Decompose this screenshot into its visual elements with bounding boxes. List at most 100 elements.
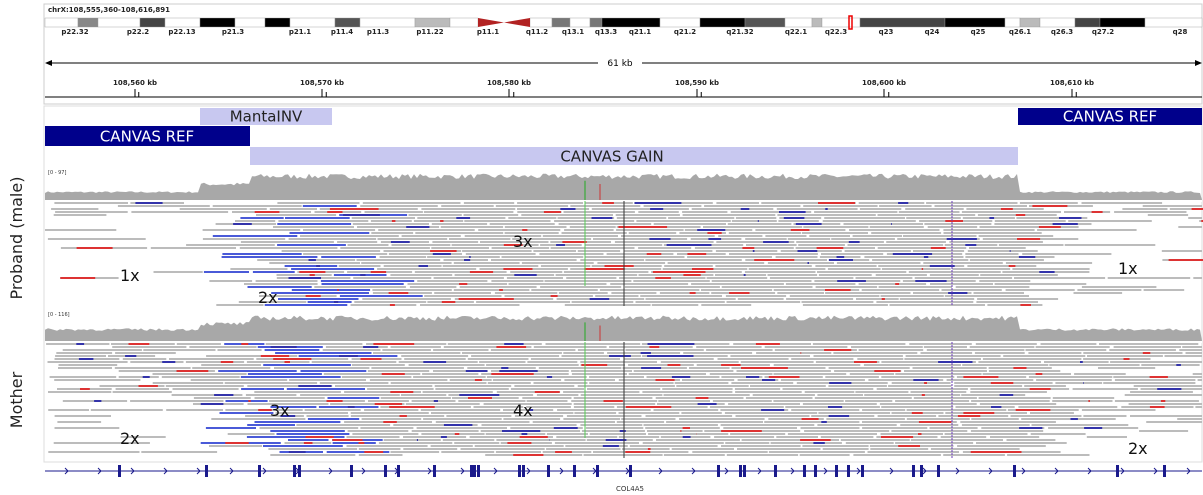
- exon[interactable]: [629, 465, 632, 477]
- track-name: Mother: [7, 371, 26, 428]
- exon[interactable]: [912, 465, 915, 477]
- cytoband-label: q21.2: [674, 28, 696, 36]
- cytoband: [415, 18, 450, 27]
- exon[interactable]: [717, 465, 720, 477]
- feature-label: MantaINV: [230, 108, 303, 126]
- exon[interactable]: [814, 465, 817, 477]
- exon[interactable]: [350, 465, 353, 477]
- data-range: [0 - 116]: [48, 312, 70, 318]
- data-range: [0 - 97]: [48, 170, 66, 176]
- feature-label: CANVAS GAIN: [560, 148, 663, 166]
- exon[interactable]: [518, 465, 521, 477]
- cytoband-label: q22.3: [825, 28, 847, 36]
- exon[interactable]: [433, 465, 436, 477]
- exon[interactable]: [293, 465, 296, 477]
- cytoband-label: p21.3: [222, 28, 244, 36]
- cytoband-label: p22.32: [61, 28, 88, 36]
- cytoband: [98, 18, 140, 27]
- exon[interactable]: [803, 465, 806, 477]
- cytoband: [265, 18, 290, 27]
- exon[interactable]: [1116, 465, 1119, 477]
- ruler-tick-label: 108,560 kb: [113, 79, 157, 87]
- locus: chrX:108,555,360-108,616,891: [48, 6, 170, 14]
- cytoband: [235, 18, 265, 27]
- cytoband: [822, 18, 860, 27]
- copy-number-label: 2x: [258, 288, 278, 307]
- cytoband: [552, 18, 570, 27]
- copy-number-label: 1x: [1118, 259, 1138, 278]
- copy-number-label: 2x: [120, 429, 140, 448]
- exon[interactable]: [473, 465, 476, 477]
- cytoband-label: q26.3: [1051, 28, 1073, 36]
- igv-window: chrX:108,555,360-108,616,891 p22.32 p22.2…: [0, 0, 1203, 495]
- exon[interactable]: [739, 465, 742, 477]
- cytoband-label: p11.4: [331, 28, 353, 36]
- exon[interactable]: [920, 465, 923, 477]
- exon[interactable]: [118, 465, 121, 477]
- cytoband: [602, 18, 660, 27]
- cytoband: [45, 18, 78, 27]
- cytoband: [1005, 18, 1020, 27]
- feature-label: CANVAS REF: [100, 128, 194, 146]
- ruler-tick-label: 108,570 kb: [300, 79, 344, 87]
- cytoband: [360, 18, 415, 27]
- copy-number-label: 1x: [120, 266, 140, 285]
- exon[interactable]: [1013, 465, 1016, 477]
- cytoband: [1100, 18, 1145, 27]
- gene-name: COL4A5: [616, 485, 644, 493]
- exon[interactable]: [547, 465, 550, 477]
- cytoband-label: q26.1: [1009, 28, 1031, 36]
- cytoband: [450, 18, 478, 27]
- cytoband: [1020, 18, 1040, 27]
- exon[interactable]: [937, 465, 940, 477]
- exon[interactable]: [596, 465, 599, 477]
- exon[interactable]: [470, 465, 473, 477]
- copy-number-label: 3x: [270, 401, 290, 420]
- exon[interactable]: [774, 465, 777, 477]
- exon[interactable]: [861, 465, 864, 477]
- cytoband: [530, 18, 552, 27]
- exon[interactable]: [397, 465, 400, 477]
- copy-number-label: 3x: [513, 232, 533, 251]
- cytoband-label: q22.1: [785, 28, 807, 36]
- cytoband: [570, 18, 590, 27]
- exon[interactable]: [258, 465, 261, 477]
- cytoband-label: q21.1: [629, 28, 651, 36]
- exon[interactable]: [835, 465, 838, 477]
- exon[interactable]: [477, 465, 480, 477]
- cytoband: [745, 18, 785, 27]
- cytoband: [165, 18, 200, 27]
- cytoband-label: q21.32: [726, 28, 753, 36]
- cytoband: [860, 18, 945, 27]
- ruler-tick-label: 108,590 kb: [675, 79, 719, 87]
- cytoband: [812, 18, 822, 27]
- cytoband: [660, 18, 700, 27]
- copy-number-label: 2x: [1128, 439, 1148, 458]
- ruler-tick-label: 108,610 kb: [1050, 79, 1094, 87]
- cytoband-label: p22.2: [127, 28, 149, 36]
- cytoband-label: q11.2: [526, 28, 548, 36]
- exon[interactable]: [847, 465, 850, 477]
- cytoband-label: q13.3: [595, 28, 617, 36]
- cytoband-label: p11.22: [416, 28, 443, 36]
- ruler-span: 61 kb: [607, 59, 633, 69]
- exon[interactable]: [298, 465, 301, 477]
- exon[interactable]: [573, 465, 576, 477]
- cytoband: [700, 18, 745, 27]
- cytoband-label: q24: [925, 28, 940, 36]
- exon[interactable]: [205, 465, 208, 477]
- cytoband: [1075, 18, 1100, 27]
- feature-label: CANVAS REF: [1063, 108, 1157, 126]
- exon[interactable]: [384, 465, 387, 477]
- cytoband-label: q23: [879, 28, 894, 36]
- exon[interactable]: [522, 465, 525, 477]
- ruler-tick-label: 108,580 kb: [487, 79, 531, 87]
- cytoband-label: q27.2: [1092, 28, 1114, 36]
- exon[interactable]: [743, 465, 746, 477]
- cytoband: [78, 18, 98, 27]
- exon[interactable]: [1163, 465, 1166, 477]
- cytoband-label: q13.1: [562, 28, 584, 36]
- cytoband: [1145, 18, 1202, 27]
- cytoband-label: q28: [1173, 28, 1188, 36]
- cytoband: [140, 18, 165, 27]
